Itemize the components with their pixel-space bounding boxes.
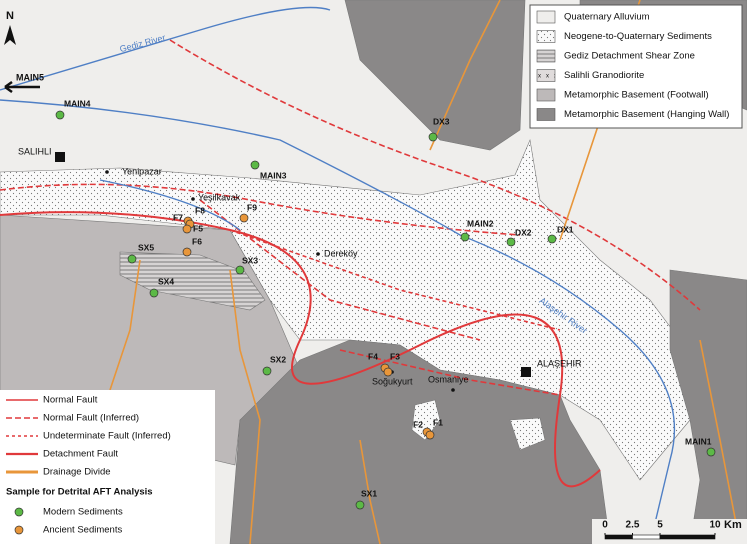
- legend-label: Drainage Divide: [43, 467, 111, 478]
- sample-label: SX5: [138, 242, 154, 252]
- scale-label: 2.5: [626, 520, 640, 531]
- sample-label: F7: [173, 212, 183, 222]
- legend-label: Modern Sediments: [43, 507, 123, 518]
- sample-label: F6: [192, 236, 202, 246]
- north-arrow: N MAIN5: [4, 10, 44, 94]
- village-label: Yeşilkavak: [198, 192, 241, 202]
- village-marker: [191, 197, 195, 201]
- legend-swatch: [536, 10, 556, 24]
- legend-label: Detachment Fault: [43, 449, 118, 460]
- sample-marker: [460, 232, 470, 242]
- sample-label: DX1: [557, 224, 574, 234]
- legend-swatch: [536, 30, 556, 43]
- sample-marker: [706, 447, 716, 457]
- legend-label: Quaternary Alluvium: [564, 12, 650, 23]
- scale-bg: [592, 519, 747, 544]
- scale-segment: [604, 534, 633, 540]
- village-marker: [105, 170, 109, 174]
- sample-label: F8: [195, 205, 205, 215]
- sample-marker: [262, 366, 272, 376]
- direction-label: MAIN5: [16, 72, 44, 82]
- sample-label: SX2: [270, 354, 286, 364]
- legend-label: Normal Fault (Inferred): [43, 413, 139, 424]
- scale-unit: Km: [724, 519, 742, 531]
- sample-label: MAIN4: [64, 98, 91, 108]
- sample-marker: [506, 237, 516, 247]
- village-marker: [451, 388, 455, 392]
- sample-label: F1: [433, 417, 443, 427]
- legend-label: Undeterminate Fault (Inferred): [43, 431, 171, 442]
- legend-label: Neogene-to-Quaternary Sediments: [564, 31, 712, 42]
- legend-title: Sample for Detrital AFT Analysis: [6, 487, 153, 498]
- sample-marker: [235, 265, 245, 275]
- sample-marker: [547, 234, 557, 244]
- sample-label: SX1: [361, 488, 377, 498]
- scale-label: 5: [657, 520, 663, 531]
- sample-label: MAIN1: [685, 436, 712, 446]
- sample-marker: [127, 254, 137, 264]
- sample-marker: [182, 247, 192, 257]
- town-label: SALIHLI: [18, 146, 52, 156]
- sample-marker: [383, 367, 393, 377]
- legend-label: Metamorphic Basement (Hanging Wall): [564, 109, 729, 120]
- sample-label: F3: [390, 351, 400, 361]
- sample-label: DX3: [433, 116, 450, 126]
- town-label: ALAŞEHIR: [537, 358, 582, 368]
- legend-label: Metamorphic Basement (Footwall): [564, 90, 709, 101]
- sample-marker: [428, 132, 438, 142]
- unit-legend: [529, 4, 743, 129]
- legend-swatch: [536, 49, 556, 63]
- sample-marker: [149, 288, 159, 298]
- legend-swatch: [536, 108, 556, 121]
- scale-segment: [632, 534, 661, 540]
- legend-label: Gediz Detachment Shear Zone: [564, 51, 695, 62]
- sample-marker: [239, 213, 249, 223]
- rivers: [0, 6, 676, 544]
- legend-marker: [14, 525, 24, 535]
- sample-label: SX3: [242, 255, 258, 265]
- north-label: N: [6, 10, 14, 22]
- scale-label: 0: [602, 520, 608, 531]
- scale-label: 10: [709, 520, 721, 531]
- town-marker: [55, 152, 65, 162]
- sample-label: F5: [193, 223, 203, 233]
- sample-marker: [182, 224, 192, 234]
- legend-marker: [14, 507, 24, 517]
- sample-label: DX2: [515, 227, 532, 237]
- town-marker: [521, 367, 531, 377]
- legend-label: Normal Fault: [43, 395, 98, 406]
- sample-label: SX4: [158, 276, 174, 286]
- village-label: Soğukyurt: [372, 376, 413, 386]
- village-label: Yenipazar: [122, 166, 162, 176]
- sample-marker: [355, 500, 365, 510]
- sample-label: F2: [413, 419, 423, 429]
- sample-label: MAIN3: [260, 170, 287, 180]
- legend-swatch: [536, 69, 556, 82]
- sample-marker: [55, 110, 65, 120]
- sample-label: MAIN2: [467, 218, 494, 228]
- village-marker: [316, 252, 320, 256]
- village-label: Dereköy: [324, 248, 358, 258]
- line-legend: [0, 390, 215, 544]
- legend-swatch: [536, 88, 556, 102]
- village-label: Osmaniye: [428, 374, 469, 384]
- sample-marker: [425, 430, 435, 440]
- sample-label: F4: [368, 351, 378, 361]
- scale-segment: [659, 534, 716, 540]
- sample-marker: [250, 160, 260, 170]
- sample-label: F9: [247, 202, 257, 212]
- legend-label: Ancient Sediments: [43, 525, 122, 536]
- legend-label: Salihli Granodiorite: [564, 70, 644, 81]
